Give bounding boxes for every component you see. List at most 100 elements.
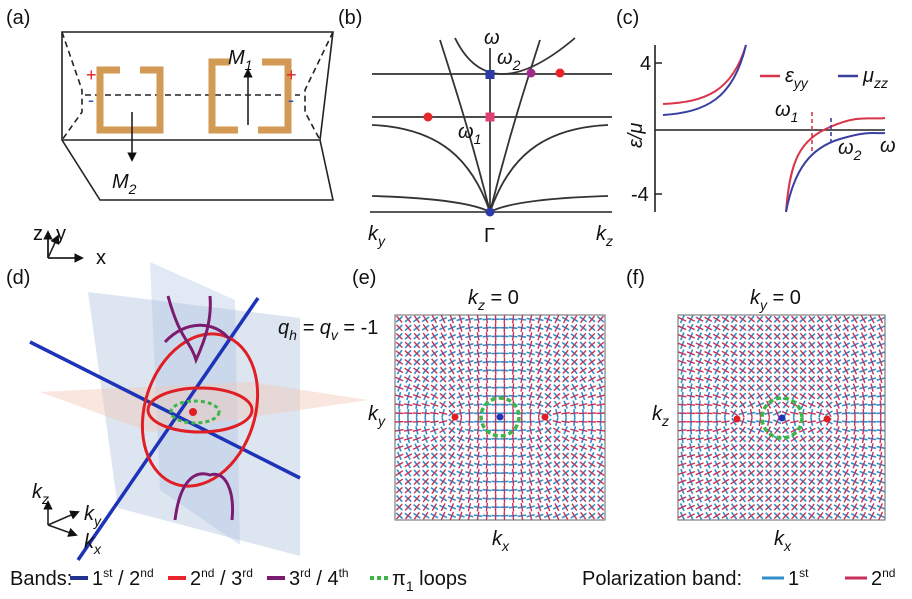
field-segment — [521, 469, 523, 477]
field-segment — [713, 317, 720, 321]
field-segment — [521, 486, 523, 494]
field-segment — [414, 316, 419, 323]
label-sub: zz — [873, 75, 888, 91]
field-segment — [827, 470, 832, 477]
field-segment — [468, 401, 470, 409]
field-segment — [478, 426, 479, 434]
field-segment — [827, 461, 832, 468]
field-segment — [414, 512, 419, 519]
field-segment — [580, 377, 587, 382]
field-segment — [768, 409, 770, 417]
field-segment — [477, 460, 479, 468]
field-segment — [521, 452, 523, 460]
field-segment — [404, 421, 412, 422]
axis-label: kx — [774, 528, 792, 554]
figure-path — [655, 45, 885, 212]
label-part: 2 — [871, 568, 882, 590]
field-segment — [826, 512, 831, 519]
field-segment — [513, 324, 514, 332]
field-segment — [422, 385, 429, 389]
field-segment — [423, 316, 428, 323]
panel-label: (c) — [616, 7, 639, 29]
charge-sign: - — [288, 90, 294, 110]
field-segment — [766, 393, 771, 400]
legend-label: 1st — [788, 566, 809, 590]
field-segment — [413, 454, 420, 459]
frequency-label: ω2 — [838, 137, 862, 163]
field-segment — [555, 478, 560, 485]
field-segment — [863, 426, 864, 434]
field-segment — [423, 333, 428, 340]
field-segment — [486, 349, 487, 357]
label-sub: h — [289, 327, 297, 343]
figure-circle — [486, 208, 495, 217]
field-segment — [521, 375, 523, 383]
field-segment — [827, 367, 832, 374]
field-segment — [579, 429, 587, 431]
field-segment — [513, 477, 514, 485]
field-segment — [413, 377, 420, 382]
field-segment — [880, 384, 882, 392]
field-segment — [555, 350, 560, 357]
field-segment — [880, 443, 882, 451]
field-segment — [404, 430, 412, 432]
field-segment — [513, 358, 514, 366]
axis-label: kz — [652, 403, 669, 429]
field-segment — [477, 358, 479, 366]
group: 1st 2nd — [762, 566, 895, 590]
field-segment — [880, 401, 881, 409]
field-segment — [722, 351, 729, 355]
field-segment — [571, 385, 578, 389]
field-segment — [844, 504, 848, 511]
field-segment — [740, 427, 745, 434]
figure-line — [48, 512, 78, 525]
field-segment — [486, 452, 487, 460]
field-segment — [521, 503, 523, 511]
field-segment — [423, 324, 428, 331]
field-segment — [827, 487, 832, 494]
label-sub: y — [377, 233, 386, 249]
field-segment — [844, 316, 848, 323]
field-segment — [423, 512, 428, 519]
field-segment — [486, 486, 487, 494]
field-segment — [863, 401, 864, 409]
field-segment — [827, 478, 832, 485]
field-segment — [731, 496, 738, 501]
field-segment — [827, 341, 832, 348]
field-segment — [837, 418, 839, 426]
field-segment — [880, 435, 881, 443]
field-segment — [521, 426, 522, 434]
field-segment — [486, 503, 487, 511]
legend-label: π1 loops — [392, 568, 467, 594]
field-segment — [880, 426, 881, 434]
field-segment — [513, 512, 514, 520]
field-segment — [521, 366, 523, 374]
label-part: 1 — [788, 568, 799, 590]
label-sub: yy — [793, 75, 809, 91]
field-segment — [826, 376, 831, 383]
field-segment — [513, 494, 514, 502]
slice-label: ky = 0 — [750, 287, 801, 313]
field-segment — [486, 383, 487, 391]
field-segment — [835, 504, 840, 511]
field-segment — [871, 392, 873, 400]
field-segment — [513, 341, 514, 349]
field-segment — [486, 366, 487, 374]
field-segment — [862, 392, 864, 400]
field-segment — [521, 443, 523, 451]
field-segment — [826, 444, 831, 451]
panel-label: (a) — [6, 7, 30, 29]
field-segment — [413, 404, 421, 406]
field-segment — [423, 504, 428, 511]
field-segment — [731, 462, 738, 467]
field-segment — [827, 324, 832, 331]
figure-circle — [424, 113, 433, 122]
field-segment — [880, 392, 881, 400]
figure-circle — [189, 408, 197, 416]
field-segment — [678, 447, 686, 449]
figure-circle — [542, 414, 549, 421]
field-segment — [530, 401, 532, 409]
field-segment — [730, 411, 737, 415]
legend-label: 2nd — [871, 566, 895, 590]
label-part: = -1 — [338, 317, 379, 339]
